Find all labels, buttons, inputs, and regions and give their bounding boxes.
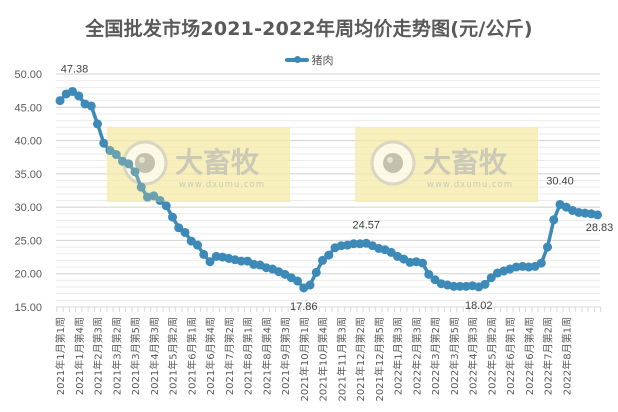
data-label: 18.02 (465, 300, 493, 312)
data-point (180, 227, 190, 237)
x-tick-label: 2021年6月第1周 (185, 317, 198, 395)
data-point (74, 91, 84, 101)
x-tick-label: 2021年10月第4周 (317, 317, 330, 402)
data-point (99, 138, 109, 148)
watermark-overlay (355, 127, 538, 202)
data-point (349, 239, 359, 249)
x-tick-label: 2021年9月第3周 (279, 317, 292, 395)
x-tick-label: 2021年4月第3周 (148, 317, 161, 395)
data-point (55, 96, 65, 106)
legend-line-marker-icon (284, 56, 309, 63)
data-point (449, 281, 459, 291)
data-point (111, 150, 121, 160)
y-tick-label: 25.00 (14, 235, 42, 247)
watermark-brand: 大畜牧 (423, 146, 508, 179)
data-label: 30.40 (546, 175, 574, 187)
data-point (418, 258, 427, 268)
x-tick-label: 2021年3月第2周 (110, 317, 123, 395)
chart-title: 全国批发市场2021-2022年周均价走势图(元/公斤) (85, 18, 533, 40)
data-point (174, 223, 184, 233)
data-point (149, 191, 159, 201)
data-point (93, 119, 102, 129)
y-tick-label: 45.00 (14, 102, 42, 114)
x-tick-label: 2021年5月第2周 (167, 317, 180, 395)
data-label: 47.38 (61, 63, 89, 75)
y-tick-label: 30.00 (14, 202, 42, 214)
data-point (86, 101, 96, 111)
data-point (311, 267, 321, 277)
x-tick-label: 2021年7月第2周 (223, 317, 236, 395)
y-tick-label: 40.00 (14, 136, 42, 148)
data-point (130, 167, 140, 177)
watermark-brand: 大畜牧 (175, 146, 260, 179)
watermark-overlay (107, 127, 290, 202)
x-tick-label: 2021年12月第5周 (373, 317, 386, 402)
x-tick-label: 2022年6月第4周 (523, 317, 536, 395)
data-point (168, 212, 177, 222)
x-tick-label: 2022年1月第3周 (392, 317, 405, 395)
x-tick-label: 2021年10月第1周 (298, 317, 311, 402)
data-point (136, 182, 146, 192)
data-point (318, 255, 327, 265)
data-point (593, 210, 602, 220)
data-point (455, 281, 465, 291)
data-point (199, 249, 209, 259)
chart-legend: 猪肉 (0, 52, 618, 68)
x-tick-label: 2021年8月第4周 (260, 317, 273, 395)
x-tick-label: 2022年7月第2周 (542, 317, 555, 395)
data-point (424, 269, 434, 279)
y-tick-label: 50.00 (14, 69, 42, 81)
data-point (549, 215, 559, 225)
x-tick-label: 2022年3月第2周 (429, 317, 442, 395)
data-point (293, 276, 302, 286)
legend-label: 猪肉 (311, 54, 334, 67)
data-label: 28.83 (586, 222, 614, 234)
y-tick-label: 20.00 (14, 269, 42, 281)
data-point (68, 86, 77, 96)
data-label: 17.86 (290, 301, 318, 313)
data-label: 24.57 (352, 219, 380, 231)
data-point (155, 195, 165, 205)
data-point (486, 273, 496, 283)
data-point (536, 258, 546, 268)
x-tick-label: 2021年12月第2周 (354, 317, 367, 402)
x-tick-label: 2021年3月第5周 (129, 317, 142, 395)
data-point (124, 159, 134, 169)
data-point (324, 250, 334, 260)
x-tick-label: 2022年6月第1周 (504, 317, 517, 395)
x-tick-label: 2022年3月第5周 (448, 317, 461, 395)
data-point (236, 256, 246, 266)
data-point (205, 257, 215, 267)
data-point (543, 242, 552, 252)
y-tick-label: 15.00 (14, 302, 42, 314)
data-point (161, 201, 171, 211)
watermark-url: www.dxumu.com (179, 180, 265, 190)
x-tick-label: 2022年4月第3周 (467, 317, 480, 395)
y-tick-label: 35.00 (14, 169, 42, 181)
x-tick-label: 2022年8月第1周 (560, 317, 573, 395)
x-tick-label: 2021年1月第4周 (73, 317, 86, 395)
x-tick-label: 2021年2月第3周 (92, 317, 105, 395)
data-point (480, 279, 490, 289)
x-tick-label: 2022年2月第3周 (410, 317, 423, 395)
data-point (193, 240, 202, 250)
watermark-url: www.dxumu.com (427, 180, 513, 190)
x-tick-label: 2021年8月第1周 (242, 317, 255, 395)
x-tick-label: 2021年1月第1周 (54, 317, 67, 395)
x-tick-label: 2022年5月第2周 (485, 317, 498, 395)
x-tick-label: 2021年11月第3周 (335, 317, 348, 402)
x-tick-label: 2021年6月第4周 (204, 317, 217, 395)
data-point (305, 280, 315, 290)
